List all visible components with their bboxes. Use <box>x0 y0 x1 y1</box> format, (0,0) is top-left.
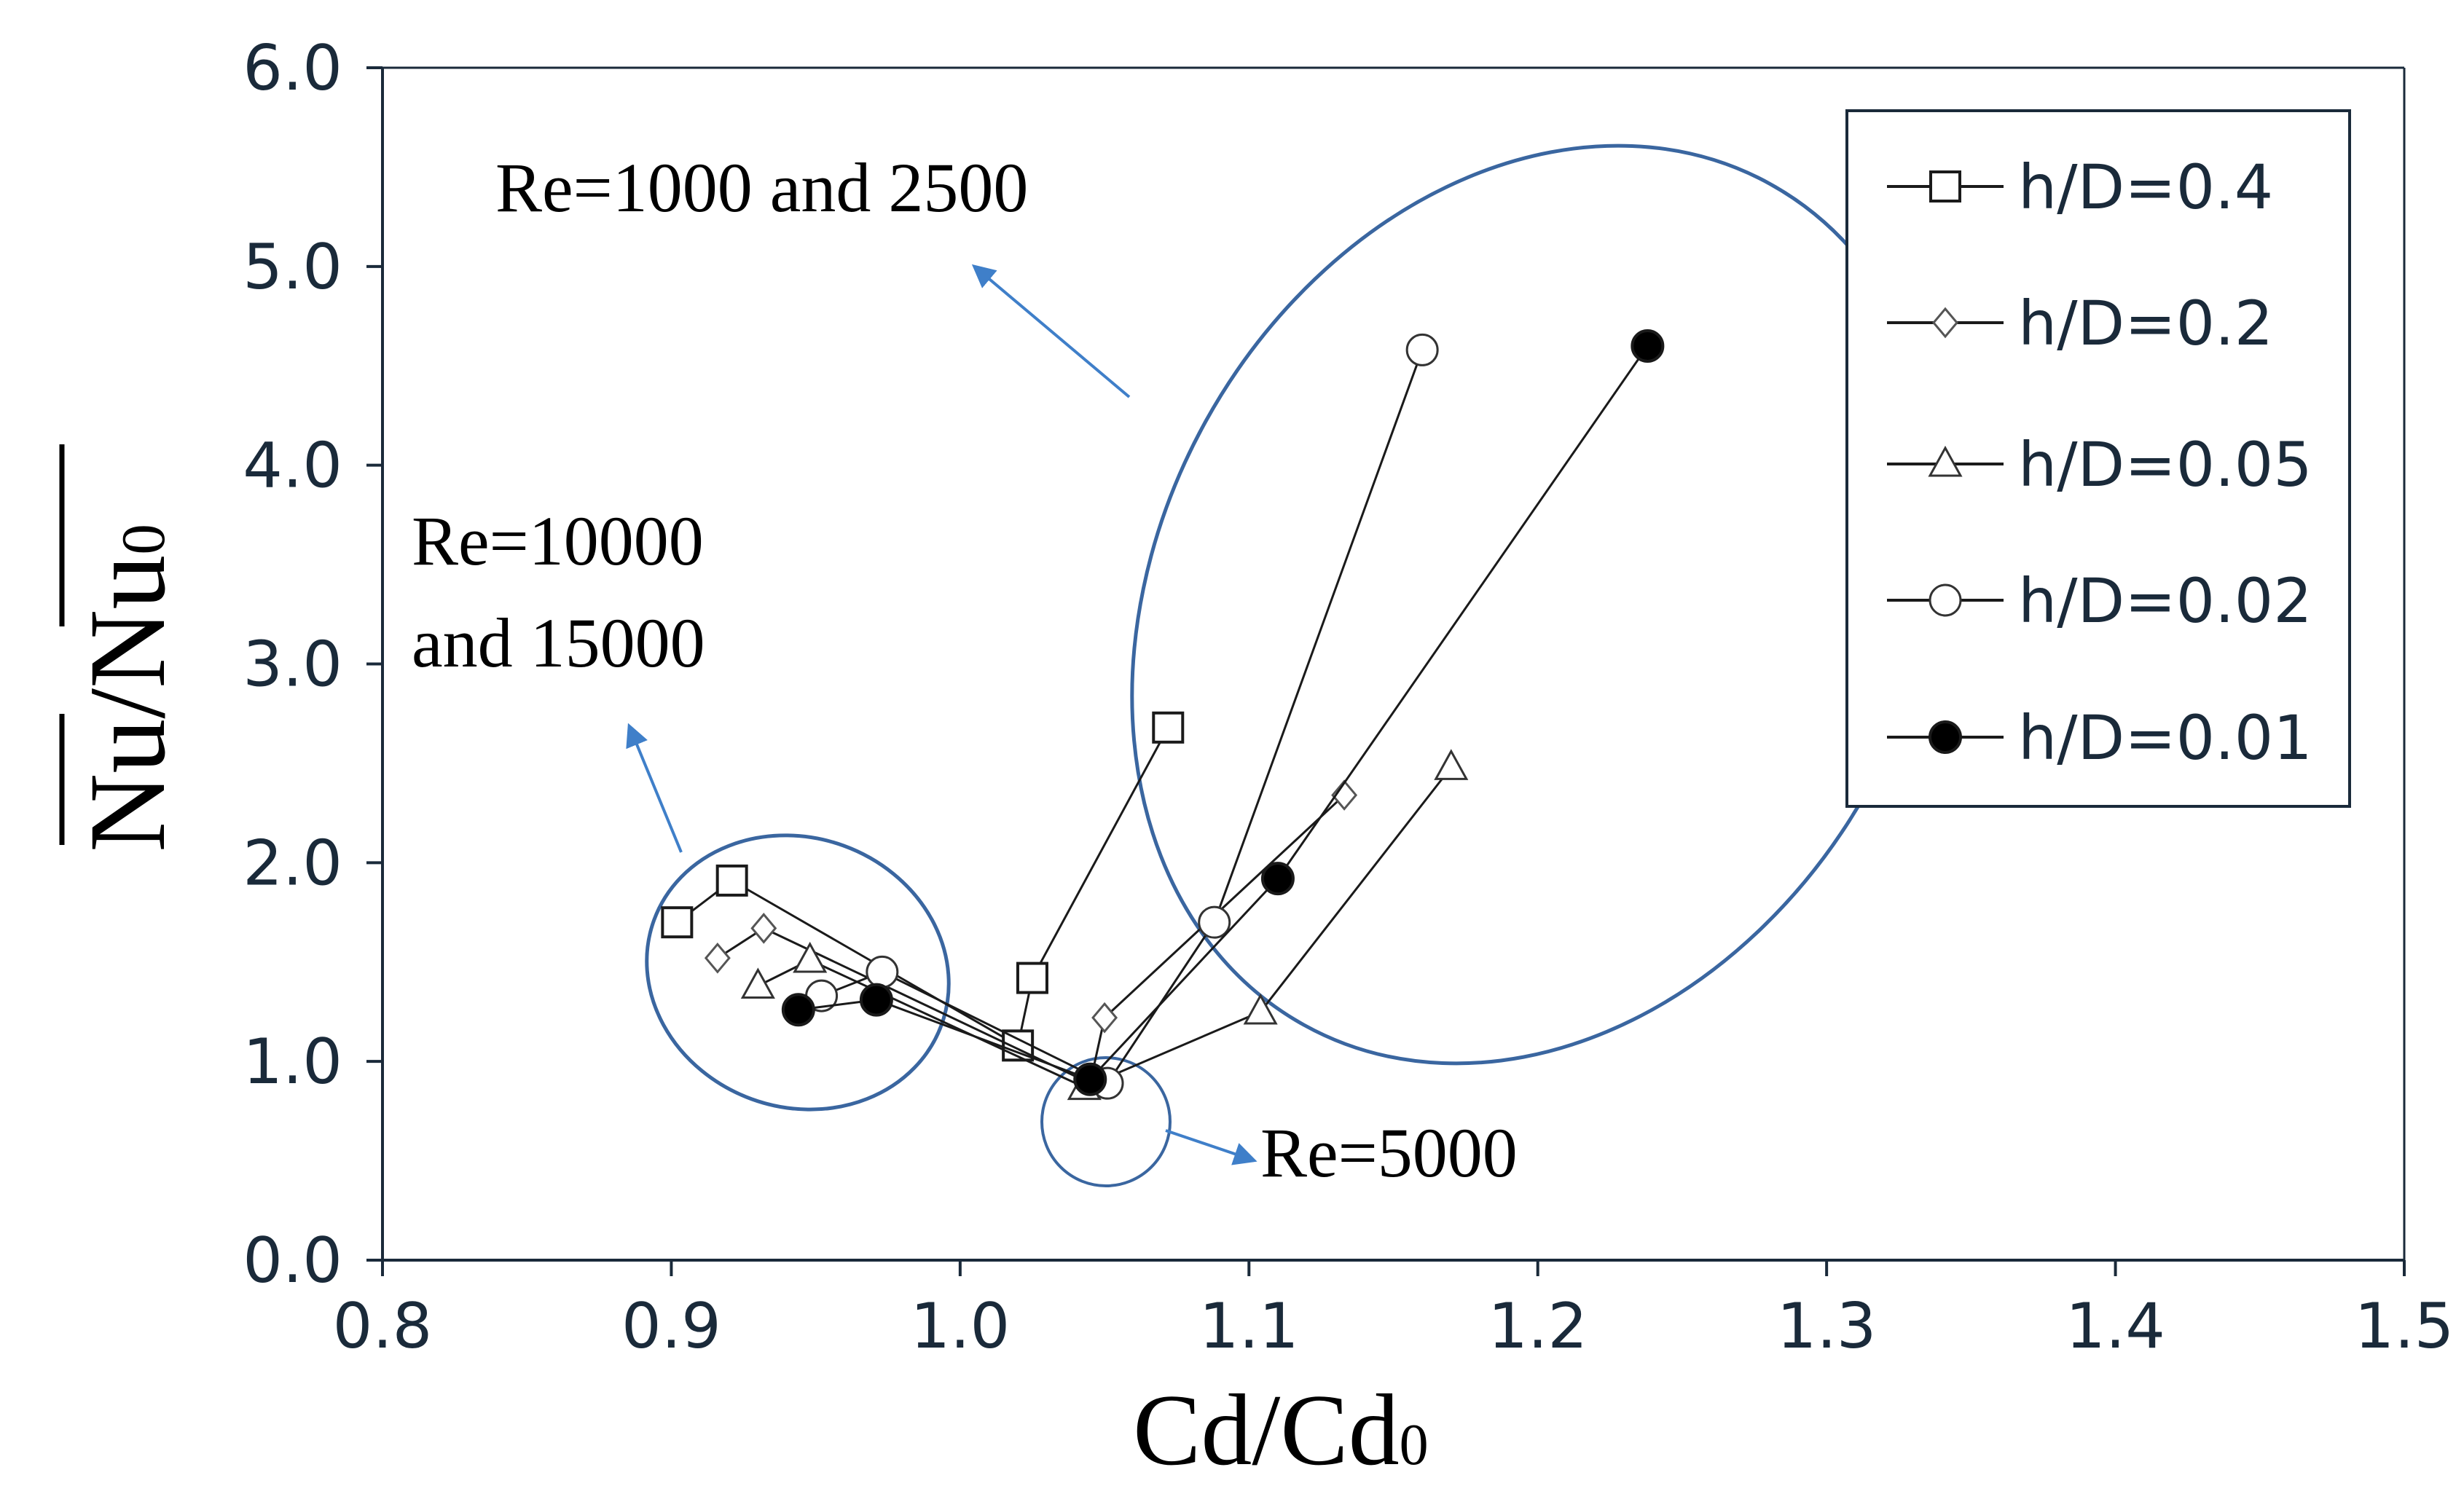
series-4-point-4 <box>1631 329 1665 363</box>
series-3-point-4 <box>1405 333 1439 366</box>
axis-tick-labels: 0.8 0.9 1.0 1.1 1.2 1.3 1.4 1.5 0.0 1.0 2.0 3.0 4.0 5… <box>243 32 2454 1363</box>
series-4-point-3 <box>1260 862 1295 896</box>
legend-marker-2 <box>1928 445 1963 477</box>
legend-label-2: h/D=0.05 <box>2018 429 2312 500</box>
legend-marker-3 <box>1929 583 1962 617</box>
y-tick-label-0: 0.0 <box>243 1224 342 1297</box>
x-axis-title-main: Cd/Cd <box>1133 1374 1400 1487</box>
annotation-label-re-10000: Re=10000 <box>412 502 704 580</box>
x-axis-title-subscript: 0 <box>1400 1413 1429 1477</box>
series-1-point-4 <box>1331 779 1358 811</box>
annotation-arrow-re-10000-15000 <box>626 723 683 853</box>
series-4-point-0 <box>781 993 815 1027</box>
x-tick-label-5: 1.3 <box>1777 1290 1877 1363</box>
x-tick-label-1: 0.9 <box>621 1290 721 1363</box>
series-0-point-0 <box>661 906 694 939</box>
x-tick-label-3: 1.1 <box>1199 1290 1299 1363</box>
series-layer <box>661 329 1665 1101</box>
y-axis-title-subscript: 0 <box>109 524 178 555</box>
series-2-point-0 <box>740 967 775 999</box>
x-tick-label-4: 1.2 <box>1488 1290 1588 1363</box>
y-tick-label-4: 4.0 <box>243 430 342 503</box>
series-1-point-1 <box>750 913 777 944</box>
series-4 <box>781 329 1665 1096</box>
series-0-point-1 <box>715 864 748 897</box>
series-1-segment-1 <box>763 927 1091 1085</box>
annotation-arrow-re-1000-2500 <box>971 264 1131 398</box>
series-0-segment-3 <box>1031 727 1169 979</box>
series-2-segment-3 <box>1259 766 1452 1012</box>
legend-box <box>1845 109 2351 808</box>
legend-marker-1 <box>1932 307 1958 339</box>
series-0-point-4 <box>1152 711 1185 744</box>
x-tick-label-6: 1.4 <box>2065 1290 2165 1363</box>
annotation-label-re-5000: Re=5000 <box>1260 1114 1518 1192</box>
x-tick-label-2: 1.0 <box>910 1290 1010 1363</box>
series-2-point-3 <box>1243 993 1278 1025</box>
legend-label-4: h/D=0.01 <box>2018 702 2312 774</box>
x-tick-label-0: 0.8 <box>333 1290 433 1363</box>
series-3-point-1 <box>866 955 899 988</box>
y-axis-title: Nu/Nu0 <box>59 444 188 852</box>
annotation-arrow-re-5000 <box>1165 1129 1257 1165</box>
x-tick-label-7: 1.5 <box>2355 1290 2455 1363</box>
series-4-point-2 <box>1073 1062 1107 1096</box>
series-3-segment-1 <box>882 971 1108 1085</box>
series-2-point-4 <box>1434 749 1469 780</box>
legend-label-0: h/D=0.4 <box>2018 152 2273 223</box>
series-2 <box>740 749 1469 1101</box>
y-tick-label-3: 3.0 <box>243 629 342 701</box>
series-3-point-3 <box>1198 905 1231 939</box>
annotations: Re=1000 and 2500 Re=10000 and 15000 Re=5… <box>412 143 1945 1192</box>
series-1-point-3 <box>1091 1002 1118 1034</box>
series-4-segment-1 <box>876 999 1091 1081</box>
legend-label-1: h/D=0.2 <box>2018 288 2273 359</box>
y-tick-label-1: 1.0 <box>243 1026 342 1098</box>
series-0-point-3 <box>1016 962 1048 994</box>
series-0 <box>661 711 1185 1062</box>
y-tick-label-5: 5.0 <box>243 231 342 304</box>
series-4-point-1 <box>859 983 893 1017</box>
legend: h/D=0.4 h/D=0.2 h/D=0.05 h/D=0.02 h/D=0.01 <box>1845 109 2351 808</box>
legend-items: h/D=0.4 h/D=0.2 h/D=0.05 h/D=0.02 h/D=0.01 <box>1887 152 2312 774</box>
axis-ticks <box>366 66 2406 1276</box>
series-3-segment-3 <box>1213 349 1424 923</box>
annotation-circle-re-5000 <box>1040 1056 1172 1187</box>
annotation-label-re-1000-2500: Re=1000 and 2500 <box>495 149 1028 227</box>
y-tick-label-2: 2.0 <box>243 827 342 900</box>
series-4-segment-2 <box>1089 878 1279 1080</box>
svg-text:Nu/Nu0: Nu/Nu0 <box>67 524 188 852</box>
series-1-point-0 <box>704 942 731 974</box>
legend-marker-0 <box>1929 170 1961 202</box>
series-3 <box>805 333 1439 1100</box>
x-axis-title: Cd/Cd0 <box>1133 1374 1429 1487</box>
y-tick-label-6: 6.0 <box>243 32 342 105</box>
y-axis-title-main: Nu/Nu <box>67 555 188 852</box>
series-4-segment-3 <box>1276 345 1649 880</box>
annotation-label-and-15000: and 15000 <box>412 604 705 682</box>
legend-label-3: h/D=0.02 <box>2018 565 2312 637</box>
legend-marker-4 <box>1929 720 1962 754</box>
series-2-point-1 <box>793 941 828 973</box>
series-1-segment-3 <box>1104 794 1346 1019</box>
